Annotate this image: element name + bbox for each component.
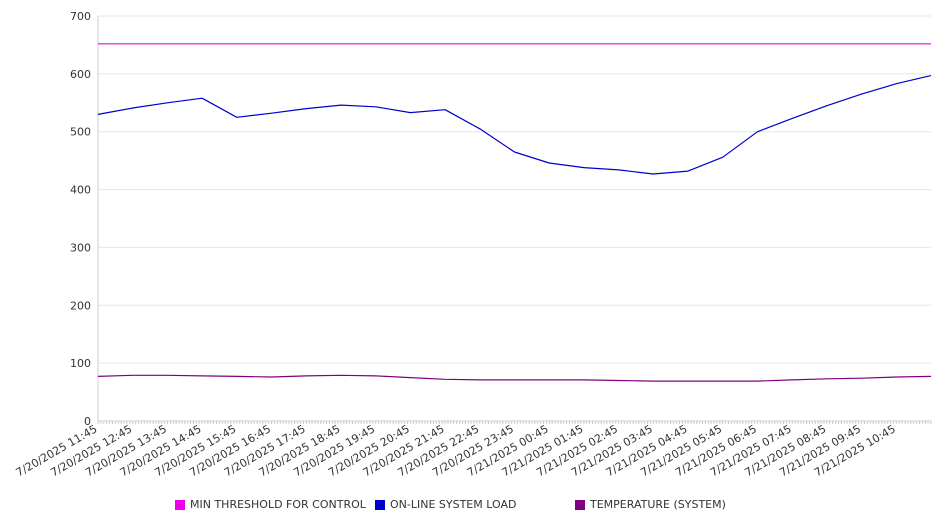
legend-item-min-threshold: MIN THRESHOLD FOR CONTROL: [175, 498, 366, 511]
series-line-temperature-system: [97, 374, 932, 382]
y-tick-label: 100: [70, 357, 91, 370]
legend-label-temperature: TEMPERATURE (SYSTEM): [590, 498, 726, 511]
chart: 0 100 200 300 400 500 600 700 7/20/2025 11:457/…: [14, 10, 932, 479]
legend: MIN THRESHOLD FOR CONTROL ON-LINE SYSTEM…: [0, 498, 946, 514]
legend-swatch-system-load: [375, 499, 385, 510]
legend-label-min-threshold: MIN THRESHOLD FOR CONTROL: [190, 498, 366, 511]
series-lines: [97, 43, 932, 382]
legend-item-temperature: TEMPERATURE (SYSTEM): [575, 498, 726, 511]
y-tick-label: 700: [70, 10, 91, 23]
y-tick-label: 200: [70, 299, 91, 312]
y-axis-ticks: 0 100 200 300 400 500 600 700: [70, 10, 91, 428]
y-tick-label: 600: [70, 68, 91, 81]
y-tick-label: 0: [84, 415, 91, 428]
y-tick-label: 500: [70, 126, 91, 139]
legend-swatch-min-threshold: [175, 499, 185, 510]
series-line-on-line-system-load: [97, 75, 932, 175]
legend-label-system-load: ON-LINE SYSTEM LOAD: [390, 498, 517, 511]
legend-swatch-temperature: [575, 499, 585, 510]
y-tick-label: 300: [70, 241, 91, 254]
x-axis-ticks: 7/20/2025 11:457/20/2025 12:457/20/2025 …: [14, 421, 932, 479]
y-tick-label: 400: [70, 184, 91, 197]
legend-item-system-load: ON-LINE SYSTEM LOAD: [375, 498, 516, 511]
grid-lines: [98, 15, 931, 364]
